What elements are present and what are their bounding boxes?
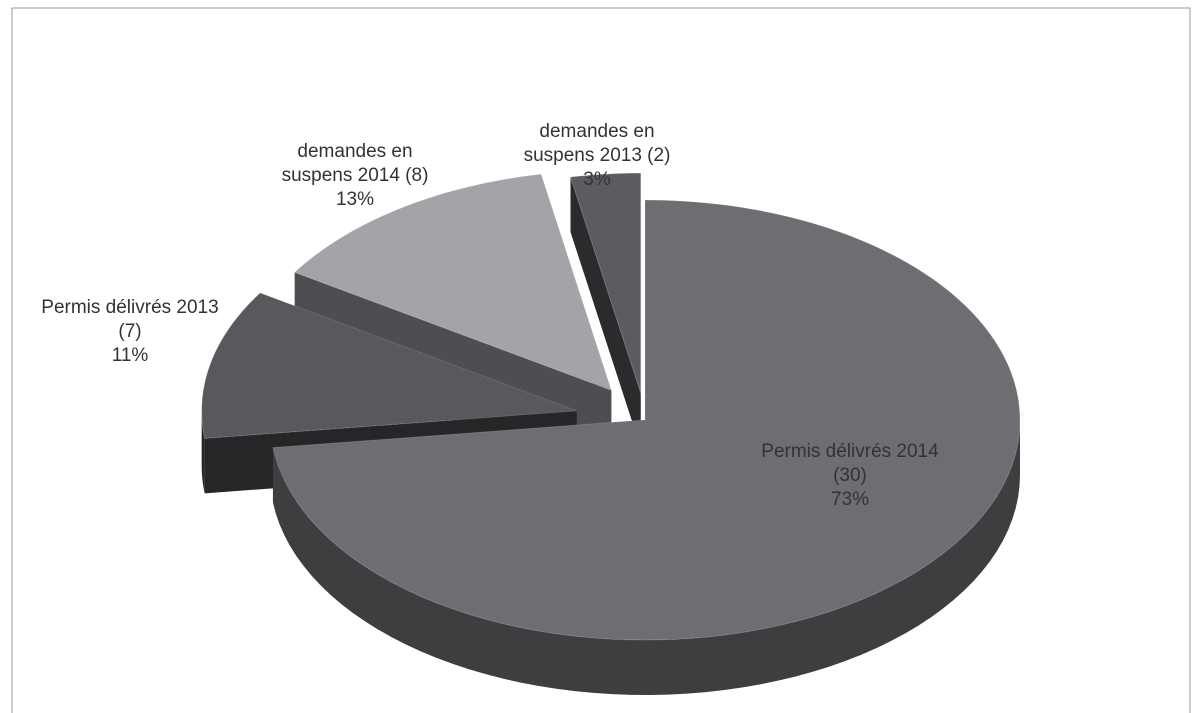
chart-frame bbox=[11, 7, 1191, 713]
slice-top bbox=[293, 173, 613, 392]
slice-value-label: 3% bbox=[583, 169, 611, 190]
slice-top bbox=[569, 172, 642, 394]
slice-top bbox=[272, 199, 1021, 641]
slice-side bbox=[570, 177, 641, 449]
slice-top bbox=[201, 292, 577, 439]
slice-label: demandes en suspens 2014 (8) bbox=[281, 141, 429, 186]
slice-label: Permis délivrés 2013 (7) bbox=[41, 297, 219, 342]
slice-wall bbox=[201, 410, 205, 494]
slice-value-label: 11% bbox=[111, 345, 149, 366]
slice-value-label: 13% bbox=[335, 189, 375, 210]
slice-value-label: 73% bbox=[830, 489, 870, 510]
slice-label: demandes en suspens 2013 (2) bbox=[523, 121, 671, 166]
slice-wall bbox=[272, 420, 1020, 695]
slice-label: Permis délivrés 2014 (30) bbox=[761, 441, 939, 486]
